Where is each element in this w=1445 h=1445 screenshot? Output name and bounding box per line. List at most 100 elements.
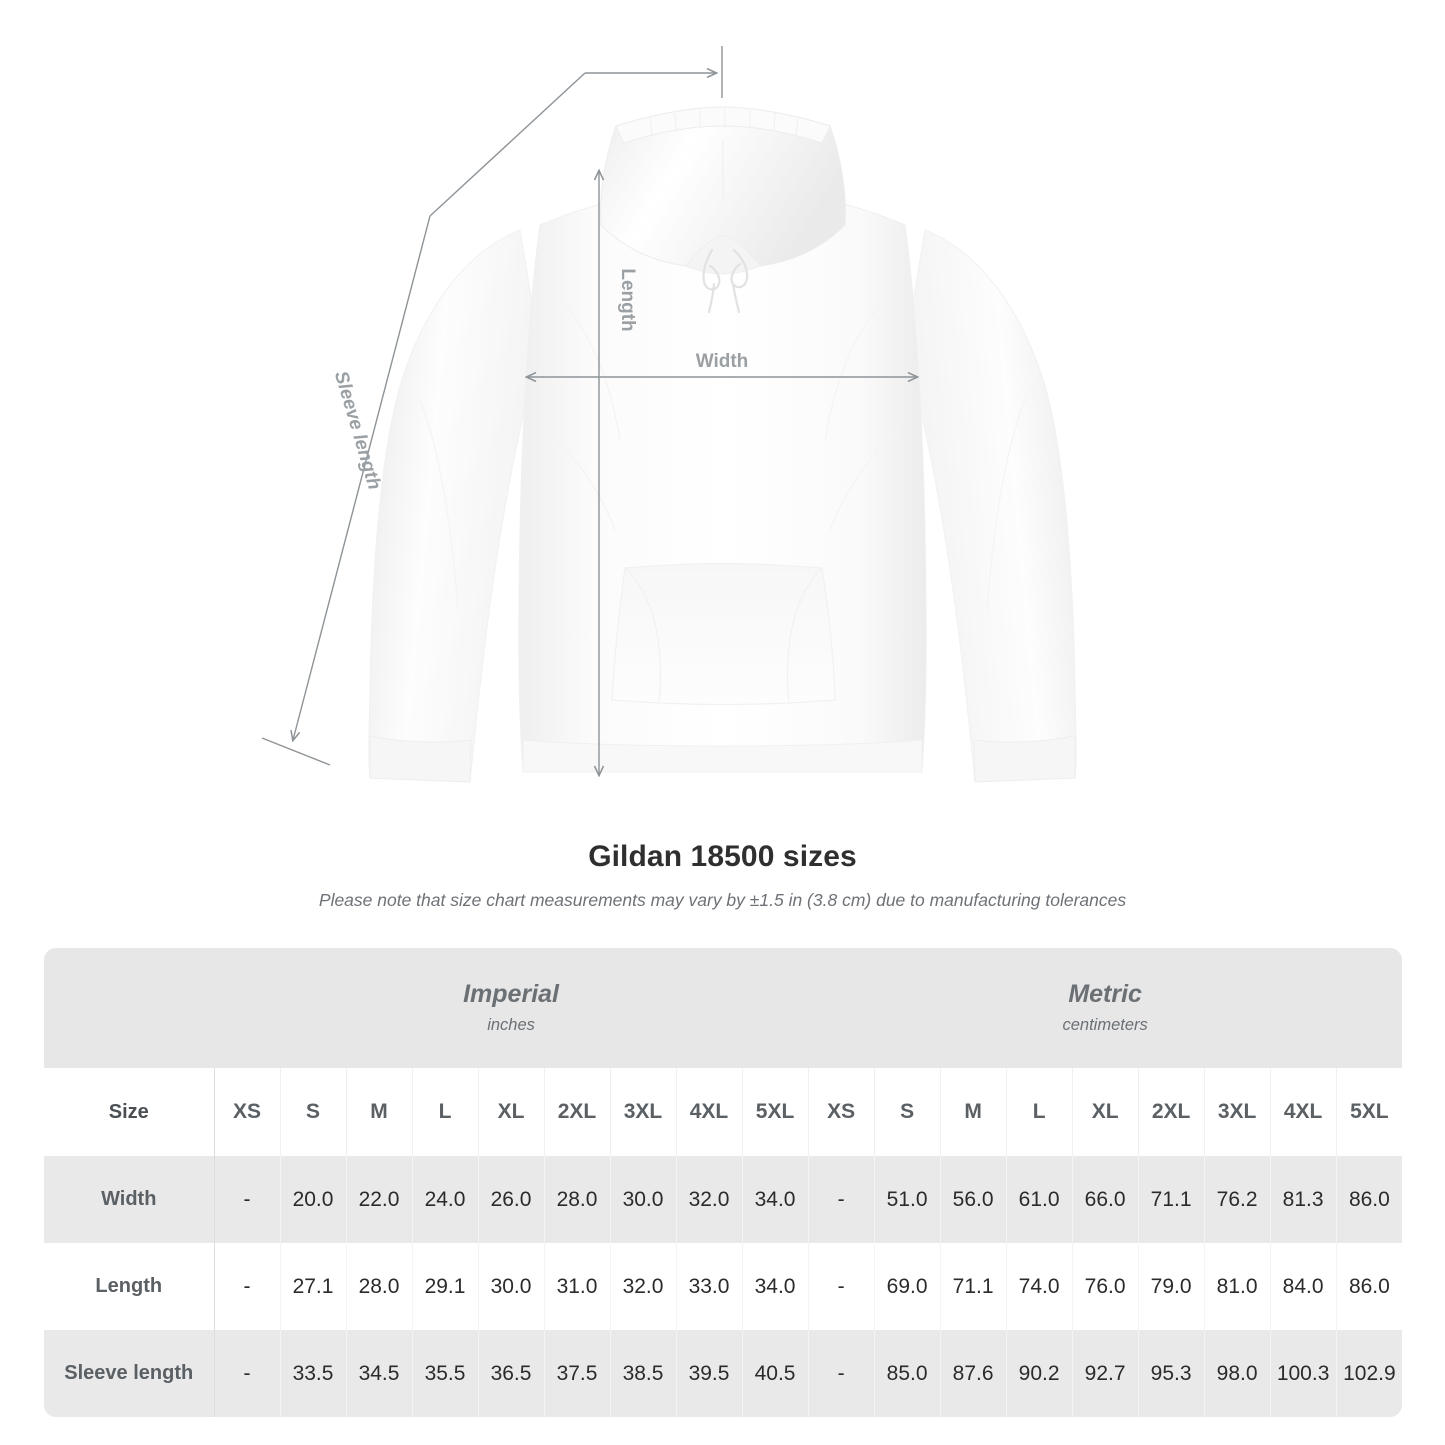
cell-length-metric-3xl: 81.0 [1204, 1243, 1271, 1330]
cell-sleeve-length-imperial-xs: - [214, 1330, 281, 1417]
size-header-imperial-l: L [412, 1068, 479, 1156]
cell-length-metric-5xl: 86.0 [1336, 1243, 1403, 1330]
sleeve-measure-line [293, 215, 431, 740]
size-header-metric-5xl: 5XL [1336, 1068, 1403, 1156]
sleeve-bottom-tick [261, 737, 331, 766]
cell-sleeve-length-metric-xs: - [808, 1330, 875, 1417]
size-header-imperial-s: S [280, 1068, 347, 1156]
cell-length-imperial-5xl: 34.0 [742, 1243, 809, 1330]
cell-width-imperial-5xl: 34.0 [742, 1156, 809, 1243]
size-header-metric-xl: XL [1072, 1068, 1139, 1156]
cell-width-metric-l: 61.0 [1006, 1156, 1073, 1243]
cell-sleeve-length-metric-3xl: 98.0 [1204, 1330, 1271, 1417]
cell-length-imperial-xl: 30.0 [478, 1243, 545, 1330]
imperial-unit-name: Imperial [463, 979, 559, 1008]
cell-width-imperial-3xl: 30.0 [610, 1156, 677, 1243]
cell-width-metric-2xl: 71.1 [1138, 1156, 1205, 1243]
cell-length-imperial-l: 29.1 [412, 1243, 479, 1330]
cell-length-imperial-4xl: 33.0 [676, 1243, 743, 1330]
cell-width-imperial-m: 22.0 [346, 1156, 413, 1243]
cell-width-metric-4xl: 81.3 [1270, 1156, 1337, 1243]
size-header-imperial-2xl: 2XL [544, 1068, 611, 1156]
metric-unit-name: Metric [1068, 979, 1142, 1008]
size-header-metric-xs: XS [808, 1068, 875, 1156]
cell-length-metric-m: 71.1 [940, 1243, 1007, 1330]
cell-width-metric-m: 56.0 [940, 1156, 1007, 1243]
cell-length-imperial-xs: - [214, 1243, 281, 1330]
unit-header-row: Imperial inches Metric centimeters [44, 948, 1403, 1068]
size-corner-label: Size [44, 1068, 215, 1156]
cell-width-imperial-xs: - [214, 1156, 281, 1243]
metric-unit-cell: Metric centimeters [808, 948, 1403, 1068]
cell-sleeve-length-metric-5xl: 102.9 [1336, 1330, 1403, 1417]
table-row: Length -27.1 28.0 29.1 30.0 31.0 32.0 33.0 34.0-… [44, 1243, 1403, 1330]
cell-width-metric-xs: - [808, 1156, 875, 1243]
cell-sleeve-length-imperial-5xl: 40.5 [742, 1330, 809, 1417]
metric-unit-sub: centimeters [1062, 1016, 1148, 1035]
size-header-imperial-xs: XS [214, 1068, 281, 1156]
size-header-metric-2xl: 2XL [1138, 1068, 1205, 1156]
cell-sleeve-length-imperial-4xl: 39.5 [676, 1330, 743, 1417]
size-table-container: Imperial inches Metric centimeters Size … [44, 948, 1403, 1417]
cell-width-metric-3xl: 76.2 [1204, 1156, 1271, 1243]
size-header-imperial-xl: XL [478, 1068, 545, 1156]
size-header-imperial-5xl: 5XL [742, 1068, 809, 1156]
size-header-metric-m: M [940, 1068, 1007, 1156]
cell-length-metric-s: 69.0 [874, 1243, 941, 1330]
cell-length-metric-l: 74.0 [1006, 1243, 1073, 1330]
cell-width-imperial-l: 24.0 [412, 1156, 479, 1243]
cell-width-imperial-s: 20.0 [280, 1156, 347, 1243]
size-header-imperial-m: M [346, 1068, 413, 1156]
cell-length-metric-2xl: 79.0 [1138, 1243, 1205, 1330]
cell-sleeve-length-metric-l: 90.2 [1006, 1330, 1073, 1417]
cell-width-metric-xl: 66.0 [1072, 1156, 1139, 1243]
size-table: Imperial inches Metric centimeters Size … [44, 948, 1403, 1417]
cell-length-imperial-2xl: 31.0 [544, 1243, 611, 1330]
row-label-length: Length [44, 1243, 215, 1330]
cell-sleeve-length-metric-s: 85.0 [874, 1330, 941, 1417]
cell-width-imperial-xl: 26.0 [478, 1156, 545, 1243]
cell-length-metric-xs: - [808, 1243, 875, 1330]
size-label-row: Size XS S M L XL 2XL 3XL 4XL 5XL XS S M L XL 2XL 3XL 4XL… [44, 1068, 1403, 1156]
cell-sleeve-length-imperial-l: 35.5 [412, 1330, 479, 1417]
cell-sleeve-length-metric-2xl: 95.3 [1138, 1330, 1205, 1417]
sleeve-leader-upper [429, 72, 586, 217]
cell-sleeve-length-imperial-m: 34.5 [346, 1330, 413, 1417]
table-row: Sleeve length -33.5 34.5 35.5 36.5 37.5 38.5 39… [44, 1330, 1403, 1417]
sleeve-length-label: Sleeve length [330, 369, 385, 492]
size-header-metric-3xl: 3XL [1204, 1068, 1271, 1156]
cell-sleeve-length-imperial-2xl: 37.5 [544, 1330, 611, 1417]
length-label: Length [617, 268, 638, 331]
row-label-width: Width [44, 1156, 215, 1243]
measurement-annotations [261, 46, 917, 775]
cell-sleeve-length-imperial-xl: 36.5 [478, 1330, 545, 1417]
cell-length-imperial-m: 28.0 [346, 1243, 413, 1330]
size-header-metric-l: L [1006, 1068, 1073, 1156]
garment-diagram: Length Width Sleeve length [261, 46, 1077, 783]
hoodie-illustration [368, 106, 1077, 783]
cell-length-imperial-s: 27.1 [280, 1243, 347, 1330]
title-block: Gildan 18500 sizes Please note that size… [0, 840, 1445, 911]
page-title: Gildan 18500 sizes [588, 840, 857, 873]
cell-width-imperial-4xl: 32.0 [676, 1156, 743, 1243]
cell-sleeve-length-metric-xl: 92.7 [1072, 1330, 1139, 1417]
cell-sleeve-length-imperial-s: 33.5 [280, 1330, 347, 1417]
cell-length-metric-4xl: 84.0 [1270, 1243, 1337, 1330]
tolerance-note: Please note that size chart measurements… [318, 890, 1127, 910]
size-header-metric-4xl: 4XL [1270, 1068, 1337, 1156]
row-label-sleeve-length: Sleeve length [44, 1330, 215, 1417]
cell-length-imperial-3xl: 32.0 [610, 1243, 677, 1330]
width-label: Width [696, 351, 749, 372]
cell-length-metric-xl: 76.0 [1072, 1243, 1139, 1330]
imperial-unit-cell: Imperial inches [214, 948, 809, 1068]
cell-sleeve-length-metric-m: 87.6 [940, 1330, 1007, 1417]
size-header-metric-s: S [874, 1068, 941, 1156]
size-header-imperial-3xl: 3XL [610, 1068, 677, 1156]
cell-width-imperial-2xl: 28.0 [544, 1156, 611, 1243]
unit-row-corner [44, 948, 214, 1068]
cell-width-metric-5xl: 86.0 [1336, 1156, 1403, 1243]
cell-sleeve-length-imperial-3xl: 38.5 [610, 1330, 677, 1417]
size-header-imperial-4xl: 4XL [676, 1068, 743, 1156]
cell-width-metric-s: 51.0 [874, 1156, 941, 1243]
